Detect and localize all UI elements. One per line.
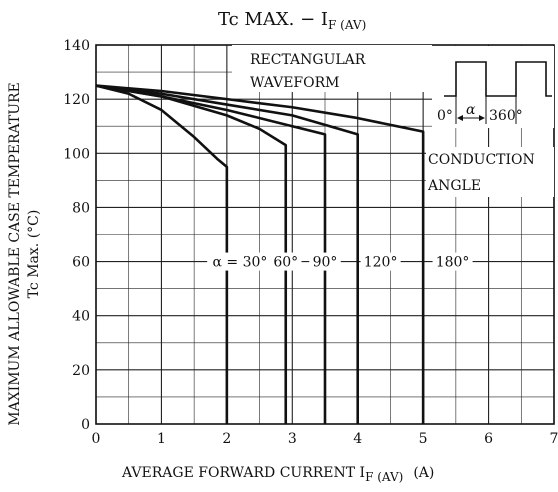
series-label-bg <box>432 252 473 271</box>
curve-labels: α = 30° 60° 90° 120° 180° <box>207 252 473 271</box>
y-axis-label-secondary: Tc Max. (°C) <box>26 210 42 299</box>
x-axis-label: AVERAGE FORWARD CURRENT IF (AV) (A) <box>121 465 434 484</box>
series-label-bg <box>269 252 302 271</box>
series-label-bg <box>207 252 273 271</box>
x-axis-label-subscript: F (AV) <box>365 470 403 484</box>
waveform-diagram: 0° α 360° <box>437 61 552 124</box>
series-label: 180° <box>436 255 470 271</box>
series-label-bg <box>309 252 341 271</box>
x-tick-label: 5 <box>419 431 428 447</box>
x-tick-label: 6 <box>484 431 493 447</box>
annotation-angle: ANGLE <box>427 178 481 194</box>
series-curve <box>95 84 425 424</box>
y-tick-label: 40 <box>72 309 90 325</box>
annotation-waveform: WAVEFORM <box>250 75 340 91</box>
waveform-trace <box>444 61 552 97</box>
x-tick-label: 1 <box>157 431 166 447</box>
series-label: 90° <box>313 255 338 271</box>
alpha-arrow-head-left <box>457 115 463 121</box>
annotation-rectangular: RECTANGULAR <box>250 52 366 68</box>
curves <box>95 84 425 424</box>
series-label: α = 30° <box>212 255 267 271</box>
x-tick-label: 4 <box>353 431 362 447</box>
y-tick-label: 20 <box>72 363 90 379</box>
x-tick-label: 2 <box>222 431 231 447</box>
conduction-annotation-bg <box>426 147 554 197</box>
x-tick-label: 0 <box>92 431 101 447</box>
alpha-arrow-head-right <box>479 115 485 121</box>
series-curve <box>95 84 327 424</box>
y-tick-label: 100 <box>63 146 90 162</box>
x-tick-label: 7 <box>550 431 558 447</box>
y-tick-label: 60 <box>72 255 90 271</box>
y-tick-label: 0 <box>81 417 90 433</box>
series-label: 120° <box>364 255 398 271</box>
y-tick-label: 80 <box>72 200 90 216</box>
series-curve <box>95 84 360 424</box>
wave-label-alpha: α <box>466 102 476 118</box>
wave-label-360: 360° <box>489 108 523 124</box>
annotation-conduction: CONDUCTION <box>428 152 535 168</box>
chart-title-subscript: F (AV) <box>328 18 366 32</box>
tick-labels: 0 1 2 3 4 5 6 7 0 20 40 60 80 100 120 140 <box>63 38 558 447</box>
x-tick-label: 3 <box>288 431 297 447</box>
waveform-diagram-bg <box>432 46 554 128</box>
waveform-annotation-bg <box>232 45 432 92</box>
y-tick-label: 140 <box>63 38 90 54</box>
series-label: 60° <box>273 255 298 271</box>
series-curve <box>95 84 229 424</box>
y-axis-label: MAXIMUM ALLOWABLE CASE TEMPERATURE <box>7 82 23 426</box>
chart-title: Tc MAX. − IF (AV) <box>218 9 366 32</box>
y-tick-label: 120 <box>63 92 90 108</box>
series-label-bg <box>360 252 401 271</box>
wave-label-0: 0° <box>437 108 453 124</box>
x-axis-unit: (A) <box>413 465 434 481</box>
